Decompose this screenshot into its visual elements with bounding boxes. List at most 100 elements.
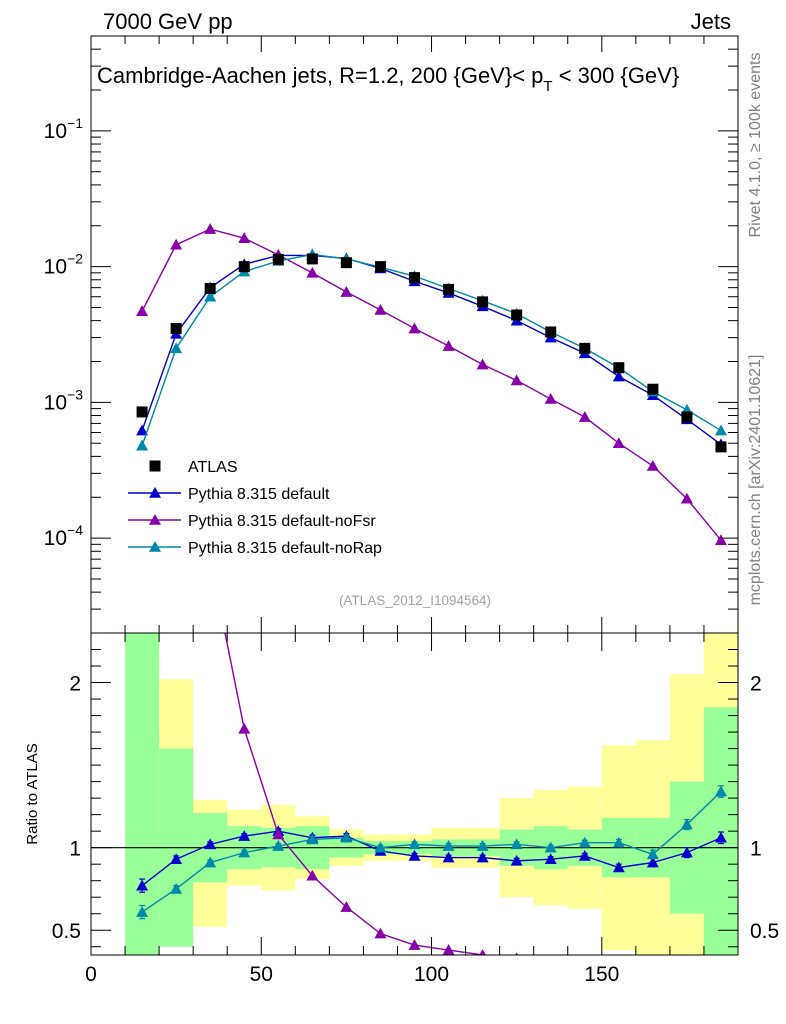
data-point [477,296,489,308]
data-point [170,238,183,250]
data-point [340,286,353,297]
y-tick-label: 10−1 [44,115,84,143]
ratio-band-inner [125,633,160,955]
y-tick-label: 10−3 [44,386,84,414]
data-point [204,290,217,302]
ratio-point [170,853,183,865]
series-1 [136,249,727,450]
data-point [681,411,693,423]
ratio-point [238,722,251,734]
chart-title-main: Cambridge-Aachen jets, R=1.2, 200 {GeV}<… [97,63,543,88]
data-point [612,437,625,449]
data-point [136,439,149,451]
data-point [443,283,455,295]
x-tick-label: 0 [85,963,97,986]
ratio-point [442,851,455,863]
ratio-point [510,838,523,850]
data-point [170,323,182,335]
ratio-y-tick-label: 2 [69,673,81,696]
rivet-label: Rivet 4.1.0, ≥ 100k events [747,53,764,238]
ratio-panel: 0.5 0.5 1 1 2 2 0 50 100 150 Ratio to ATLAS [24,313,779,986]
data-point [680,492,693,504]
ratio-y-tick-label-right: 1 [750,838,762,861]
ratio-point [272,828,285,840]
header-right: Jets [691,9,731,34]
ratio-point [170,882,183,894]
ratio-point [272,840,285,851]
ratio-point [340,831,353,843]
ratio-point [442,840,455,851]
ratio-point [170,313,182,324]
ratio-point [680,846,693,858]
y-tick-exp: −4 [67,522,83,538]
x-tick-label: 100 [414,963,449,986]
data-point [408,322,421,334]
legend: ATLAS Pythia 8.315 default Pythia 8.315 de… [128,459,382,557]
data-point [409,272,420,284]
ratio-point [306,869,319,881]
ratio-point [612,836,625,848]
ratio-point [374,841,387,853]
ratio-series-line [141,791,722,913]
data-point [578,411,591,422]
ratio-point [238,846,251,858]
series-2 [136,223,727,546]
ratio-point [612,861,625,873]
y-tick-exp: −2 [67,251,83,267]
ratio-point [136,879,149,891]
data-point [510,374,523,386]
ratio-point [204,838,217,850]
data-point [204,223,217,234]
ratio-ylabel: Ratio to ATLAS [24,743,41,844]
ratio-point [306,833,319,845]
y-tick-base: 10 [44,391,67,414]
data-point [613,362,625,374]
ratio-point [408,838,421,850]
ratio-point [515,952,519,955]
ratio-series-2 [136,785,727,920]
data-point [170,342,183,354]
ratio-point [476,840,489,851]
y-tick-base: 10 [44,120,67,143]
series-0 [136,253,727,453]
data-point [306,266,319,278]
ratio-frame [90,632,739,956]
data-point [238,261,250,273]
ratio-point [647,962,659,973]
data-point [544,392,557,404]
ratio-y-tick-label-right: 0.5 [750,920,779,943]
legend-marker [149,541,161,552]
ratio-point [550,953,552,955]
ratio-point [714,831,727,843]
mcplots-label: mcplots.cern.ch [arXiv:2401.10621] [747,355,764,606]
data-point [204,283,216,295]
data-point [715,441,727,453]
ratio-point [578,836,591,848]
ratio-point [340,901,353,912]
ratio-point [544,853,557,865]
main-panel: 10−410−310−210−1 Cambridge-Aachen jets, … [44,35,739,634]
legend-marker [149,487,161,498]
data-point [136,305,149,316]
ratio-y-tick-label: 1 [69,838,81,861]
ratio-band-group [125,633,738,955]
analysis-annotation: (ATLAS_2012_I1094564) [339,593,491,608]
ratio-point [646,848,659,860]
y-tick-base: 10 [44,256,67,279]
chart-title: Cambridge-Aachen jets, R=1.2, 200 {GeV}<… [97,63,679,95]
ratio-point [408,939,421,950]
y-tick-label: 10−4 [44,522,84,550]
data-point [340,257,352,269]
ratio-point [136,906,149,917]
legend-label: ATLAS [188,459,238,476]
data-point [714,534,727,546]
ratio-point [578,849,591,861]
data-point [647,383,659,395]
data-point [511,309,523,321]
data-point [306,253,318,265]
ratio-point [681,966,693,977]
ratio-point [714,785,727,797]
data-point [442,340,455,351]
ratio-point [544,841,557,853]
